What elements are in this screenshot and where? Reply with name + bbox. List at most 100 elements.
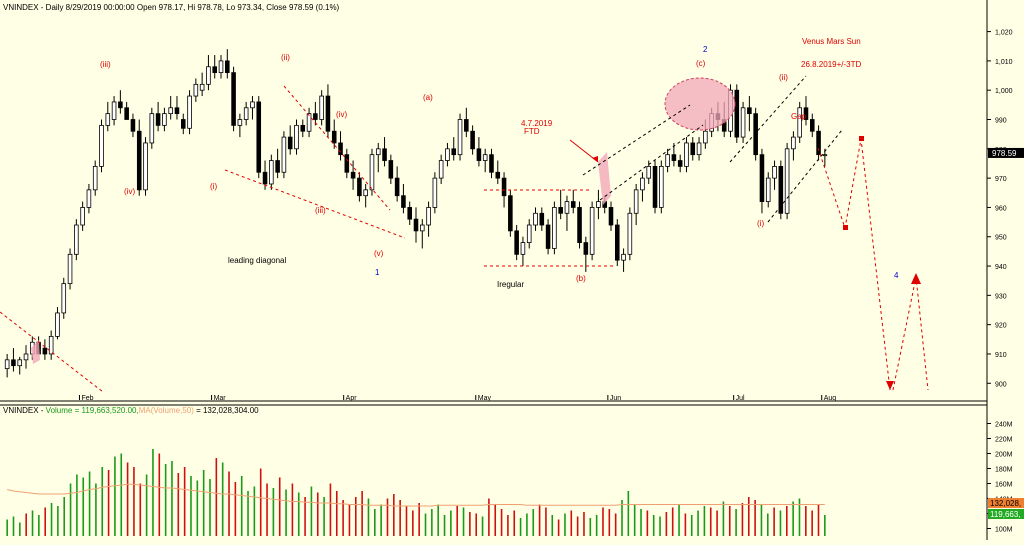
diagonal-lower-trendline [224, 169, 406, 239]
candle [344, 148, 350, 179]
candle [350, 160, 356, 190]
label-wave-i-mar: (i) [210, 182, 217, 191]
candle [784, 142, 790, 220]
candle-body-up [703, 130, 708, 144]
candle [413, 207, 419, 243]
label-wave-c: (c) [696, 59, 706, 68]
volume-bars [6, 449, 826, 536]
candle-body-up [420, 224, 425, 232]
price-x-tick-label: Apr [346, 395, 358, 402]
volume-y-tick-label: 180M [995, 467, 1013, 474]
last-price-tag: 978.59 [988, 147, 1024, 158]
candle [155, 101, 161, 132]
candle-body-up [86, 189, 92, 208]
price-y-axis: 9009109209309409509609709809901,0001,010… [987, 30, 1013, 388]
candle-body-down [300, 124, 306, 132]
candle [80, 201, 85, 231]
candle [508, 189, 513, 237]
price-y-tick-label: 990 [995, 118, 1007, 125]
candle [457, 113, 463, 161]
price-x-tick-label: Jul [736, 395, 745, 402]
candle [382, 137, 387, 167]
volume-title-prefix: VNINDEX - [3, 406, 46, 415]
label-wave-2: 2 [703, 45, 708, 54]
candle-body-up [740, 107, 746, 138]
candle-body-up [243, 107, 249, 120]
candle-body-up [627, 212, 633, 255]
candle [809, 113, 815, 138]
candle [111, 96, 117, 126]
volume-tag-label: 119,663, [990, 510, 1021, 519]
candle-body-down [464, 119, 469, 132]
candle-body-up [633, 189, 639, 214]
candle-body-down [583, 242, 589, 255]
candle [118, 90, 123, 114]
candle [74, 219, 79, 261]
candle-body-up [269, 160, 274, 185]
candle [432, 172, 438, 214]
candle-body-up [822, 154, 828, 157]
price-y-tick-label: 930 [995, 293, 1007, 300]
label-gap: Gap [791, 112, 807, 121]
label-wave-iii-apr: (iii) [315, 206, 326, 215]
candle [394, 166, 400, 202]
price-y-tick-label: 970 [995, 176, 1007, 183]
label-venus-mars-sun: Venus Mars Sun [802, 37, 861, 46]
label-irregular: Iregular [497, 280, 524, 289]
candle [369, 148, 375, 196]
label-leading-diagonal: leading diagonal [228, 256, 286, 265]
candle [640, 172, 645, 202]
candle [445, 142, 450, 167]
last-price-label: 978.59 [992, 149, 1017, 158]
label-wave-a: (a) [423, 93, 433, 102]
candle [99, 119, 104, 173]
candle-body-up [74, 224, 79, 255]
candle [401, 183, 406, 214]
wave-c-highlight-ellipse [664, 77, 736, 131]
candle-body-down [287, 136, 293, 150]
candle-body-up [784, 148, 790, 214]
major-wave-labels: 1 2 4 [375, 45, 899, 280]
candle-body-up [92, 165, 98, 191]
candle [533, 207, 538, 231]
price-x-axis: Feb Mar Apr May Jun Jul Aug [78, 395, 836, 402]
candle [130, 113, 136, 138]
candle-body-up [791, 136, 796, 150]
candle [759, 148, 765, 214]
candle-body-up [193, 83, 199, 97]
candle-body-up [80, 207, 85, 226]
candle-body-down [344, 154, 350, 173]
candle [143, 137, 148, 196]
candle-body-down [570, 201, 576, 208]
candle-body-up [55, 312, 60, 337]
candle-body-down [677, 160, 683, 167]
candle-body-up [149, 113, 155, 144]
candle-body-down [136, 130, 142, 191]
candle [11, 348, 16, 372]
volume-y-tick-label: 100M [995, 527, 1013, 534]
label-ftd: FTD [524, 127, 540, 136]
candle-body-down [816, 130, 821, 156]
candle [23, 345, 29, 369]
label-wave-iv-top: (iv) [124, 187, 135, 196]
candle-body-up [218, 60, 224, 74]
candle-body-down [514, 230, 519, 255]
candlestick-series [4, 49, 828, 378]
candle [281, 131, 287, 179]
candle [659, 160, 664, 214]
candle-body-down [451, 148, 457, 156]
candle [187, 90, 192, 135]
candle [489, 148, 494, 179]
candle-body-down [545, 224, 551, 249]
candle-body-up [797, 107, 802, 138]
candle-body-down [212, 66, 218, 74]
candle [199, 72, 205, 97]
candle-body-up [596, 201, 601, 208]
candle-body-up [369, 154, 375, 191]
candle [17, 356, 23, 375]
volume-y-tick-label: 200M [995, 452, 1013, 459]
candle [514, 225, 519, 261]
pattern-labels: leading diagonal Iregular [228, 256, 524, 289]
candle [231, 66, 236, 132]
